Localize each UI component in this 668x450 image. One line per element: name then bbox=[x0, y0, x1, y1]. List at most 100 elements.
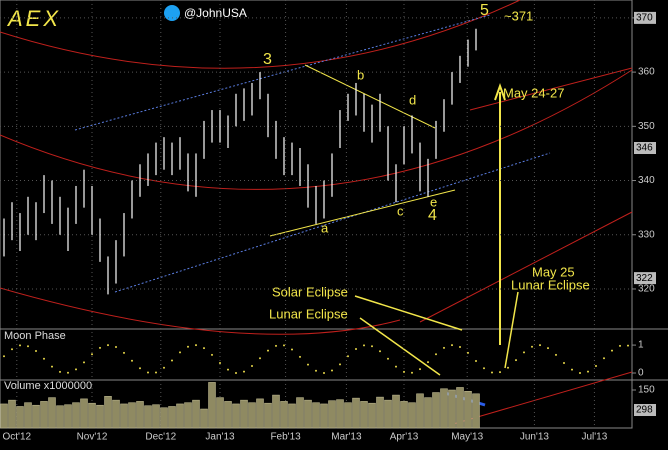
moon-dot bbox=[419, 368, 421, 371]
moon-dot bbox=[99, 346, 101, 349]
moon-dot bbox=[611, 349, 613, 352]
moon-dot bbox=[75, 368, 77, 371]
moon-dot bbox=[227, 368, 229, 371]
volume-bar bbox=[0, 403, 8, 429]
x-tick-label: Apr'13 bbox=[390, 432, 419, 443]
moon-dot bbox=[523, 351, 525, 354]
arrow-head bbox=[494, 83, 506, 101]
moon-dot bbox=[115, 346, 117, 349]
volume-bar bbox=[144, 405, 152, 429]
moon-dot bbox=[155, 371, 157, 374]
x-tick-label: Mar'13 bbox=[331, 432, 362, 443]
moon-dot bbox=[147, 371, 149, 374]
marker-box bbox=[634, 272, 656, 285]
moon-dot bbox=[499, 371, 501, 374]
volume-bar bbox=[104, 396, 112, 429]
volume-bar bbox=[200, 408, 208, 429]
volume-bar bbox=[128, 402, 136, 429]
moon-dot bbox=[491, 371, 493, 374]
volume-bar bbox=[264, 402, 272, 429]
moon-dot bbox=[171, 359, 173, 362]
moon-dot bbox=[451, 344, 453, 347]
moon-dot bbox=[603, 357, 605, 360]
moon-dot bbox=[139, 367, 141, 370]
moon-dot bbox=[123, 351, 125, 354]
moon-dot bbox=[539, 344, 541, 347]
moon-dot bbox=[51, 365, 53, 368]
y-tick-label: 1 bbox=[638, 340, 644, 351]
volume-bar bbox=[16, 406, 24, 429]
moon-dot bbox=[411, 371, 413, 374]
channel-line bbox=[114, 152, 551, 293]
moon-dot bbox=[267, 349, 269, 352]
moon-dot bbox=[563, 361, 565, 364]
marker-box bbox=[634, 404, 656, 416]
volume-bar bbox=[280, 401, 288, 429]
y-tick-label: 340 bbox=[638, 175, 655, 186]
envelope-line bbox=[469, 67, 633, 111]
moon-dot bbox=[507, 366, 509, 369]
moon-dot bbox=[355, 347, 357, 350]
moon-dot bbox=[475, 360, 477, 363]
volume-bar bbox=[80, 398, 88, 429]
volume-bar bbox=[320, 403, 328, 429]
volume-bar bbox=[152, 404, 160, 429]
moon-dot bbox=[331, 369, 333, 372]
x-tick-label: May'13 bbox=[451, 432, 483, 443]
moon-dot bbox=[163, 366, 165, 369]
annotation: Lunar Eclipse bbox=[511, 277, 590, 292]
moon-dot bbox=[275, 344, 277, 347]
marker-box bbox=[634, 142, 656, 155]
marker-label: 298 bbox=[636, 405, 653, 416]
y-tick-label: 0 bbox=[638, 368, 644, 379]
moon-dot bbox=[219, 361, 221, 364]
volume-bar bbox=[56, 405, 64, 429]
volume-bar bbox=[448, 389, 456, 429]
y-tick-label: 320 bbox=[638, 284, 655, 295]
volume-bar bbox=[216, 397, 224, 429]
annotation: a bbox=[321, 220, 329, 235]
moon-dot bbox=[19, 344, 21, 347]
moon-dot bbox=[595, 365, 597, 368]
volume-bar bbox=[32, 404, 40, 429]
volume-bar bbox=[416, 393, 424, 429]
moon-dot bbox=[387, 357, 389, 360]
moon-dot bbox=[531, 345, 533, 348]
volume-bar bbox=[168, 406, 176, 429]
moon-dot bbox=[91, 353, 93, 356]
moon-dot bbox=[187, 345, 189, 348]
moon-dot bbox=[347, 355, 349, 358]
moon-dot bbox=[259, 357, 261, 360]
moon-dot bbox=[131, 359, 133, 362]
trend-line bbox=[269, 189, 456, 237]
moon-dot bbox=[371, 345, 373, 348]
volume-bar bbox=[224, 401, 232, 429]
moon-dot bbox=[27, 345, 29, 348]
volume-bar bbox=[96, 404, 104, 429]
y-tick-label: 350 bbox=[638, 121, 655, 132]
moon-dot bbox=[315, 369, 317, 372]
volume-bar bbox=[88, 402, 96, 429]
volume-bar bbox=[360, 401, 368, 429]
moon-dot bbox=[403, 370, 405, 373]
overlay-lines bbox=[0, 0, 633, 426]
volume-bar bbox=[120, 403, 128, 429]
moon-dot bbox=[483, 367, 485, 370]
moon-dot bbox=[67, 371, 69, 374]
volume-bar bbox=[464, 391, 472, 429]
volume-bar bbox=[192, 399, 200, 429]
volume-bar bbox=[400, 401, 408, 429]
moon-dot bbox=[307, 363, 309, 366]
volume-bar bbox=[72, 402, 80, 429]
annotation: b bbox=[357, 67, 364, 82]
envelope-line bbox=[419, 211, 633, 323]
x-tick-label: Nov'12 bbox=[77, 432, 108, 443]
moon-dot bbox=[83, 361, 85, 364]
volume-bar bbox=[328, 400, 336, 429]
moon-dot bbox=[243, 370, 245, 373]
handle: @JohnUSA bbox=[184, 6, 247, 20]
volume-bar bbox=[432, 392, 440, 429]
volume-bar bbox=[160, 407, 168, 429]
annotation: May 25 bbox=[532, 264, 575, 279]
x-tick-label: Oct'12 bbox=[3, 432, 32, 443]
